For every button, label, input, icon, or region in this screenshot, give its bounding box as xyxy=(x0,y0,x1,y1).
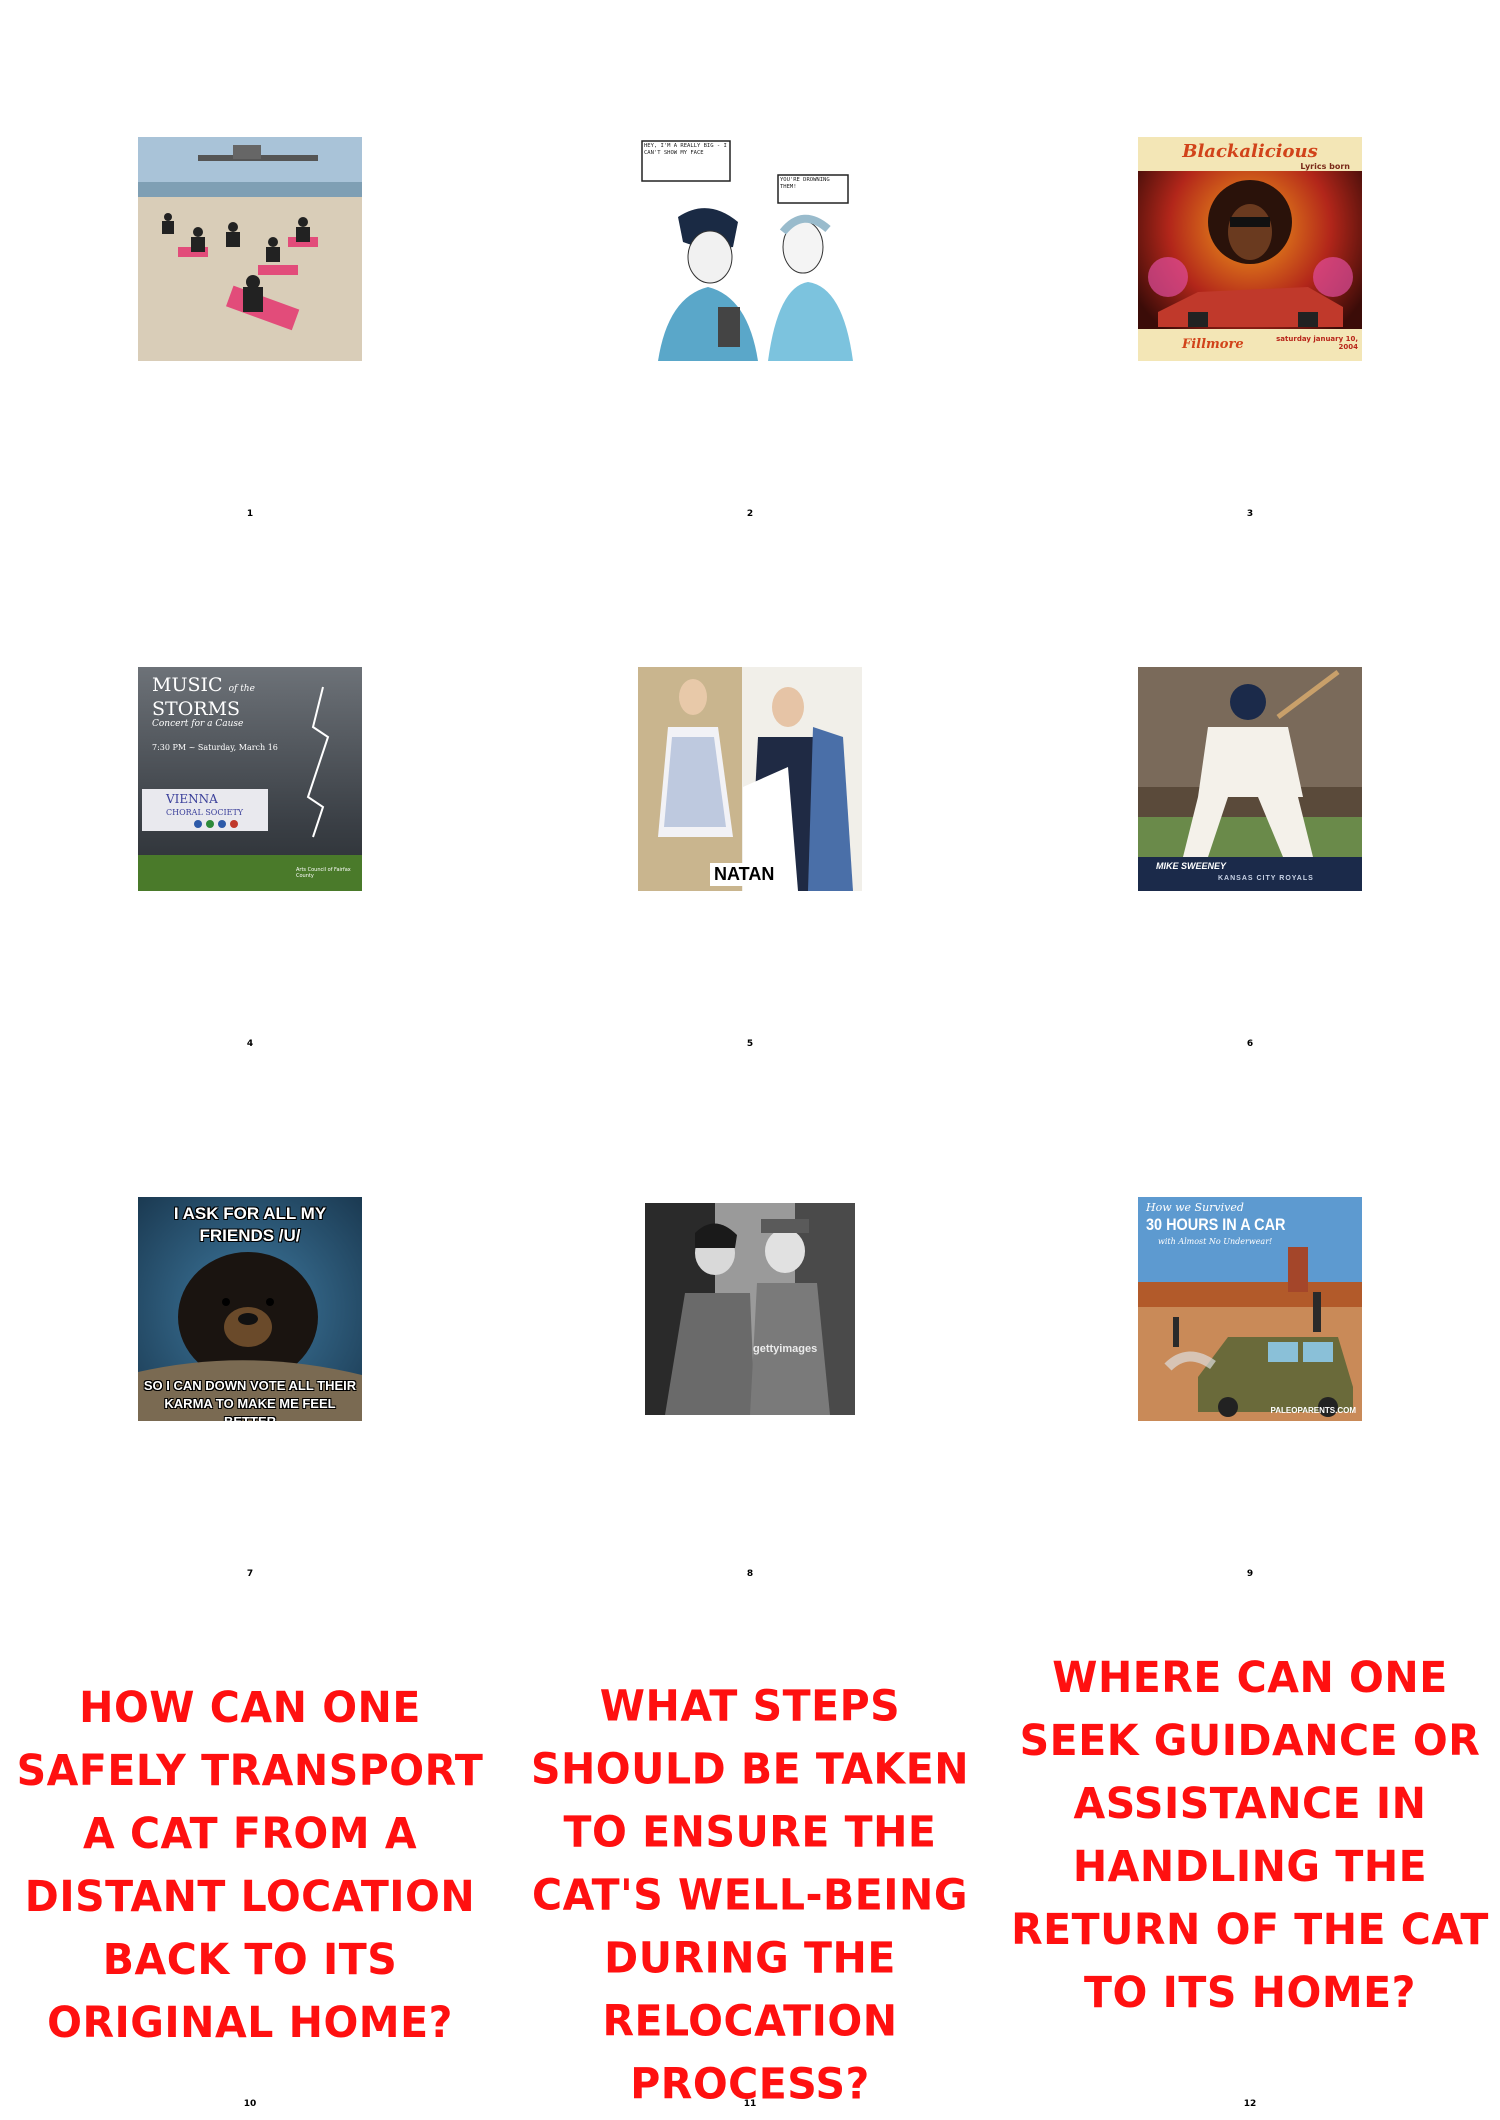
cell-number: 11 xyxy=(743,2099,757,2109)
cell-number: 9 xyxy=(1246,1569,1254,1579)
title-line-2: STORMS xyxy=(152,698,241,720)
cell-number: 8 xyxy=(746,1569,754,1579)
poster-title: MUSIC of the STORMS xyxy=(152,675,255,719)
title-line-1: How we Survived xyxy=(1146,1201,1244,1214)
cell-number: 5 xyxy=(746,1039,754,1049)
choral-concert-poster-image[interactable]: MUSIC of the STORMS Concert for a Cause … xyxy=(138,667,362,891)
grid-cell-7: I ASK FOR ALL MY FRIENDS /U/ SO I CAN DO… xyxy=(0,1060,500,1590)
org-name: VIENNA CHORAL SOCIETY xyxy=(166,793,243,819)
cell-number: 10 xyxy=(243,2099,257,2109)
speech-bubble-left: HEY, I'M A REALLY BIG - I CAN'T SHOW MY … xyxy=(644,143,727,156)
beach-yoga-image[interactable] xyxy=(138,137,362,361)
credit-text: PALEOPARENTS.COM xyxy=(1270,1406,1356,1415)
cell-number: 6 xyxy=(1246,1039,1254,1049)
grid-cell-9: How we Survived 30 HOURS IN A CAR with A… xyxy=(1000,1060,1500,1590)
cell-number: 2 xyxy=(746,509,754,519)
vintage-film-still-image[interactable]: gettyimages xyxy=(645,1203,855,1415)
org-line-1: VIENNA xyxy=(166,792,218,806)
poster-date: 7:30 PM ~ Saturday, March 16 xyxy=(152,743,278,752)
speech-bubble-right: YOU'RE DROWNING THEM! xyxy=(780,177,830,190)
cell-number: 3 xyxy=(1246,509,1254,519)
grid-cell-3: Blackalicious Lyrics born Fillmore satur… xyxy=(1000,0,1500,530)
title-line-1: MUSIC xyxy=(152,674,223,696)
watermark-text: gettyimages xyxy=(753,1343,818,1355)
grid-cell-6: MIKE SWEENEY KANSAS CITY ROYALS 6 xyxy=(1000,530,1500,1060)
cell-number: 4 xyxy=(246,1039,254,1049)
player-name: MIKE SWEENEY xyxy=(1156,861,1227,871)
title-line-3: with Almost No Underwear! xyxy=(1158,1237,1273,1246)
sponsor-text: Arts Council of Fairfax County xyxy=(296,867,351,879)
brand-label: NATAN xyxy=(710,863,779,886)
question-text: WHERE CAN ONE SEEK GUIDANCE OR ASSISTANC… xyxy=(1011,1652,1489,2018)
confession-bear-meme-image[interactable]: I ASK FOR ALL MY FRIENDS /U/ SO I CAN DO… xyxy=(138,1197,362,1421)
title-of: of the xyxy=(228,684,255,694)
grid-cell-2: HEY, I'M A REALLY BIG - I CAN'T SHOW MY … xyxy=(500,0,1000,530)
grid-cell-5: NATAN 5 xyxy=(500,530,1000,1060)
cell-number: 12 xyxy=(1243,2099,1257,2109)
poster-title: Blackalicious xyxy=(1182,141,1318,162)
poster-subtitle: Concert for a Cause xyxy=(152,719,244,729)
grid-cell-12: WHERE CAN ONE SEEK GUIDANCE OR ASSISTANC… xyxy=(1000,1590,1500,2120)
fashion-designer-image[interactable]: NATAN xyxy=(638,667,862,891)
grid-cell-10: HOW CAN ONE SAFELY TRANSPORT A CAT FROM … xyxy=(0,1590,500,2120)
question-text: WHAT STEPS SHOULD BE TAKEN TO ENSURE THE… xyxy=(530,1680,970,2110)
poster-date: saturday january 10, 2004 xyxy=(1276,335,1358,351)
grid-cell-1: 1 xyxy=(0,0,500,530)
meme-top-text: I ASK FOR ALL MY FRIENDS /U/ xyxy=(173,1204,327,1245)
comic-sketch-image[interactable]: HEY, I'M A REALLY BIG - I CAN'T SHOW MY … xyxy=(638,137,862,361)
road-trip-image[interactable]: How we Survived 30 HOURS IN A CAR with A… xyxy=(1138,1197,1362,1421)
cell-number: 1 xyxy=(246,509,254,519)
team-name: KANSAS CITY ROYALS xyxy=(1218,875,1314,882)
poster-subtitle: Lyrics born xyxy=(1300,162,1350,171)
grid-cell-4: MUSIC of the STORMS Concert for a Cause … xyxy=(0,530,500,1060)
question-text: HOW CAN ONE SAFELY TRANSPORT A CAT FROM … xyxy=(16,1682,484,2048)
concert-poster-image[interactable]: Blackalicious Lyrics born Fillmore satur… xyxy=(1138,137,1362,361)
meme-bottom-text: SO I CAN DOWN VOTE ALL THEIR KARMA TO MA… xyxy=(143,1378,357,1421)
poster-venue: Fillmore xyxy=(1182,337,1244,352)
grid-cell-8: gettyimages 8 xyxy=(500,1060,1000,1590)
org-line-2: CHORAL SOCIETY xyxy=(166,808,244,817)
baseball-card-image[interactable]: MIKE SWEENEY KANSAS CITY ROYALS xyxy=(1138,667,1362,891)
cell-number: 7 xyxy=(246,1569,254,1579)
grid-cell-11: WHAT STEPS SHOULD BE TAKEN TO ENSURE THE… xyxy=(500,1590,1000,2120)
title-line-2: 30 HOURS IN A CAR xyxy=(1146,1215,1286,1234)
